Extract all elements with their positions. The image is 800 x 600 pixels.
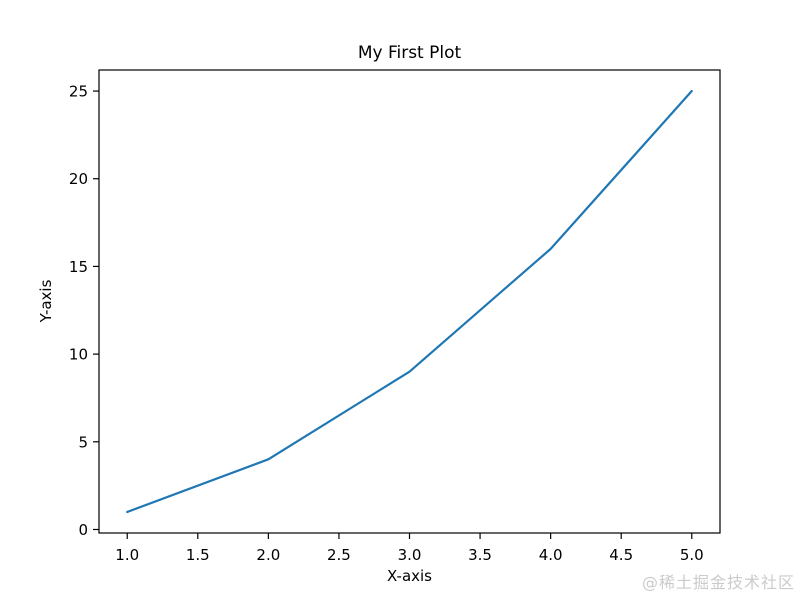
watermark-text: @稀土掘金技术社区: [641, 573, 795, 592]
x-tick-label: 3.5: [468, 546, 492, 564]
data-line: [126, 89, 693, 514]
y-tick-label: 20: [69, 170, 88, 188]
x-axis-label: X-axis: [387, 567, 432, 585]
x-tick-label: 1.0: [115, 546, 139, 564]
x-tick-label: 4.0: [539, 546, 563, 564]
x-tick-label: 3.0: [398, 546, 422, 564]
y-tick-label: 10: [69, 346, 88, 364]
chart-title: My First Plot: [357, 43, 462, 63]
y-tick-label: 15: [69, 258, 88, 276]
y-tick-label: 5: [78, 433, 88, 451]
x-tick-label: 5.0: [680, 546, 704, 564]
x-tick-label: 4.5: [609, 546, 633, 564]
axes-frame: [98, 69, 721, 534]
x-tick-label: 2.5: [327, 546, 351, 564]
x-tick-label: 1.5: [186, 546, 210, 564]
x-tick-label: 2.0: [256, 546, 280, 564]
y-tick-label: 0: [78, 521, 88, 539]
y-tick-label: 25: [69, 83, 88, 101]
